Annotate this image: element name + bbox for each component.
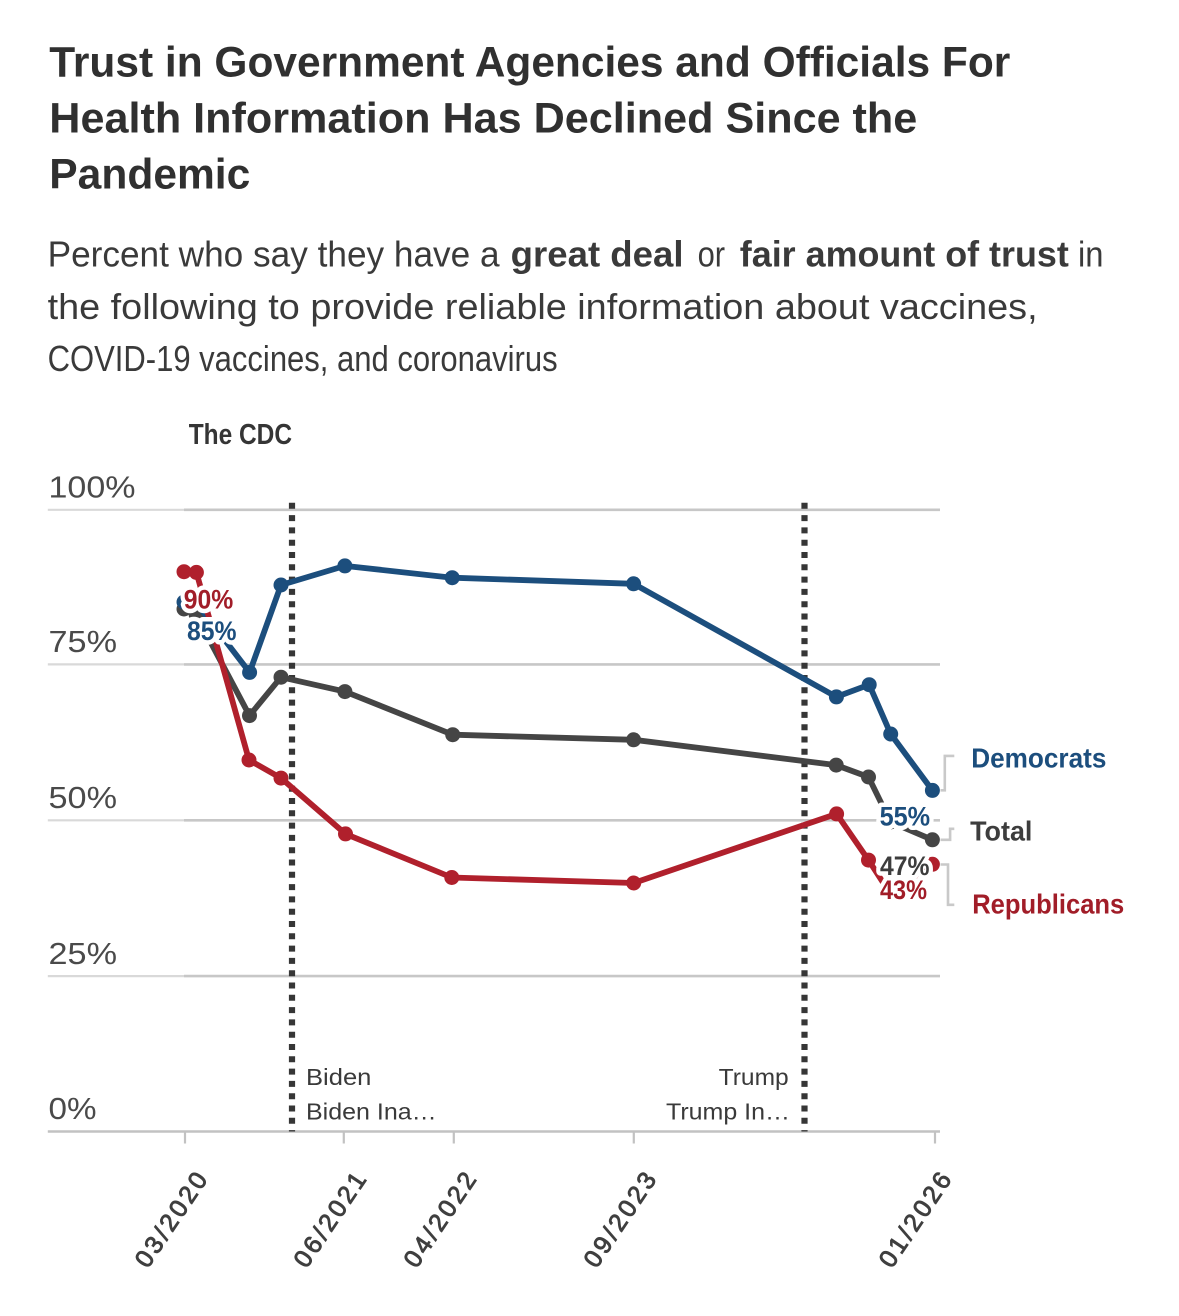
svg-text:Health Information Has Decline: Health Information Has Declined Since th…: [49, 95, 917, 143]
svg-text:COVID-19 vaccines, and coronav: COVID-19 vaccines, and coronavirus: [48, 338, 558, 379]
svg-text:the following to provide relia: the following to provide reliable inform…: [48, 286, 1038, 327]
svg-text:Republicans: Republicans: [972, 888, 1124, 919]
svg-text:55%: 55%: [880, 802, 931, 832]
svg-text:Total: Total: [970, 815, 1032, 846]
svg-text:Democrats: Democrats: [971, 743, 1106, 774]
svg-text:The CDC: The CDC: [189, 419, 292, 451]
svg-text:Trust in Government Agencies a: Trust in Government Agencies and Officia…: [49, 39, 1010, 87]
svg-text:Pandemic: Pandemic: [49, 151, 250, 199]
svg-text:Percent who say they have a: Percent who say they have a: [48, 234, 501, 275]
svg-text:great deal: great deal: [511, 234, 684, 275]
svg-text:Biden Ina…: Biden Ina…: [306, 1099, 437, 1125]
svg-text:85%: 85%: [187, 616, 237, 646]
svg-text:90%: 90%: [184, 584, 234, 614]
svg-text:43%: 43%: [880, 875, 927, 905]
svg-text:50%: 50%: [49, 780, 118, 815]
svg-text:0%: 0%: [49, 1091, 97, 1126]
svg-text:75%: 75%: [49, 624, 118, 659]
svg-text:100%: 100%: [49, 470, 136, 505]
svg-text:Biden: Biden: [306, 1064, 371, 1090]
svg-text:25%: 25%: [49, 936, 118, 971]
svg-text:or: or: [698, 234, 726, 275]
svg-text:47%: 47%: [880, 851, 930, 881]
svg-text:Trump In…: Trump In…: [666, 1099, 790, 1125]
svg-text:in: in: [1078, 234, 1104, 275]
svg-text:90%: 90%: [184, 584, 234, 614]
svg-text:fair amount of trust: fair amount of trust: [740, 234, 1069, 275]
svg-text:85%: 85%: [187, 616, 237, 646]
svg-text:47%: 47%: [880, 851, 930, 881]
svg-text:Trump: Trump: [719, 1064, 789, 1090]
svg-text:55%: 55%: [880, 802, 931, 832]
svg-text:43%: 43%: [880, 875, 927, 905]
